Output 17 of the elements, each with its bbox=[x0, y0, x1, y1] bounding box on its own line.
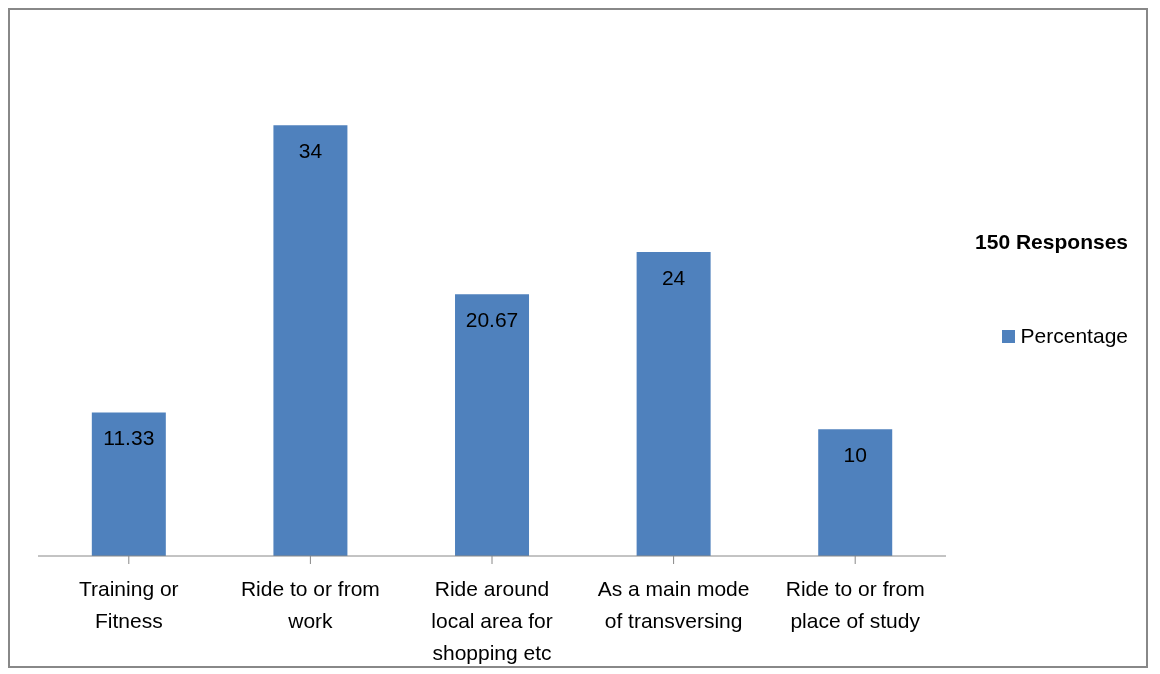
bar bbox=[818, 429, 893, 556]
legend-title: 150 Responses bbox=[974, 230, 1128, 254]
bar bbox=[91, 412, 166, 556]
bar bbox=[273, 125, 348, 556]
x-tick-label: Ride to or from work bbox=[240, 577, 380, 632]
x-tick-label: Ride to or from place of study bbox=[785, 577, 925, 632]
data-label: 34 bbox=[298, 139, 323, 163]
x-tick-label: Ride around local area for shopping etc bbox=[431, 577, 553, 664]
data-label: 20.67 bbox=[465, 308, 519, 332]
bar bbox=[636, 252, 711, 556]
data-label: 10 bbox=[843, 443, 867, 467]
legend-label: Percentage bbox=[1019, 324, 1128, 348]
x-tick-label: Training or Fitness bbox=[79, 577, 179, 632]
bar bbox=[455, 294, 530, 556]
data-label: 11.33 bbox=[103, 426, 155, 450]
x-tick-label: As a main mode of transversing bbox=[597, 577, 750, 632]
data-label: 24 bbox=[661, 265, 686, 289]
